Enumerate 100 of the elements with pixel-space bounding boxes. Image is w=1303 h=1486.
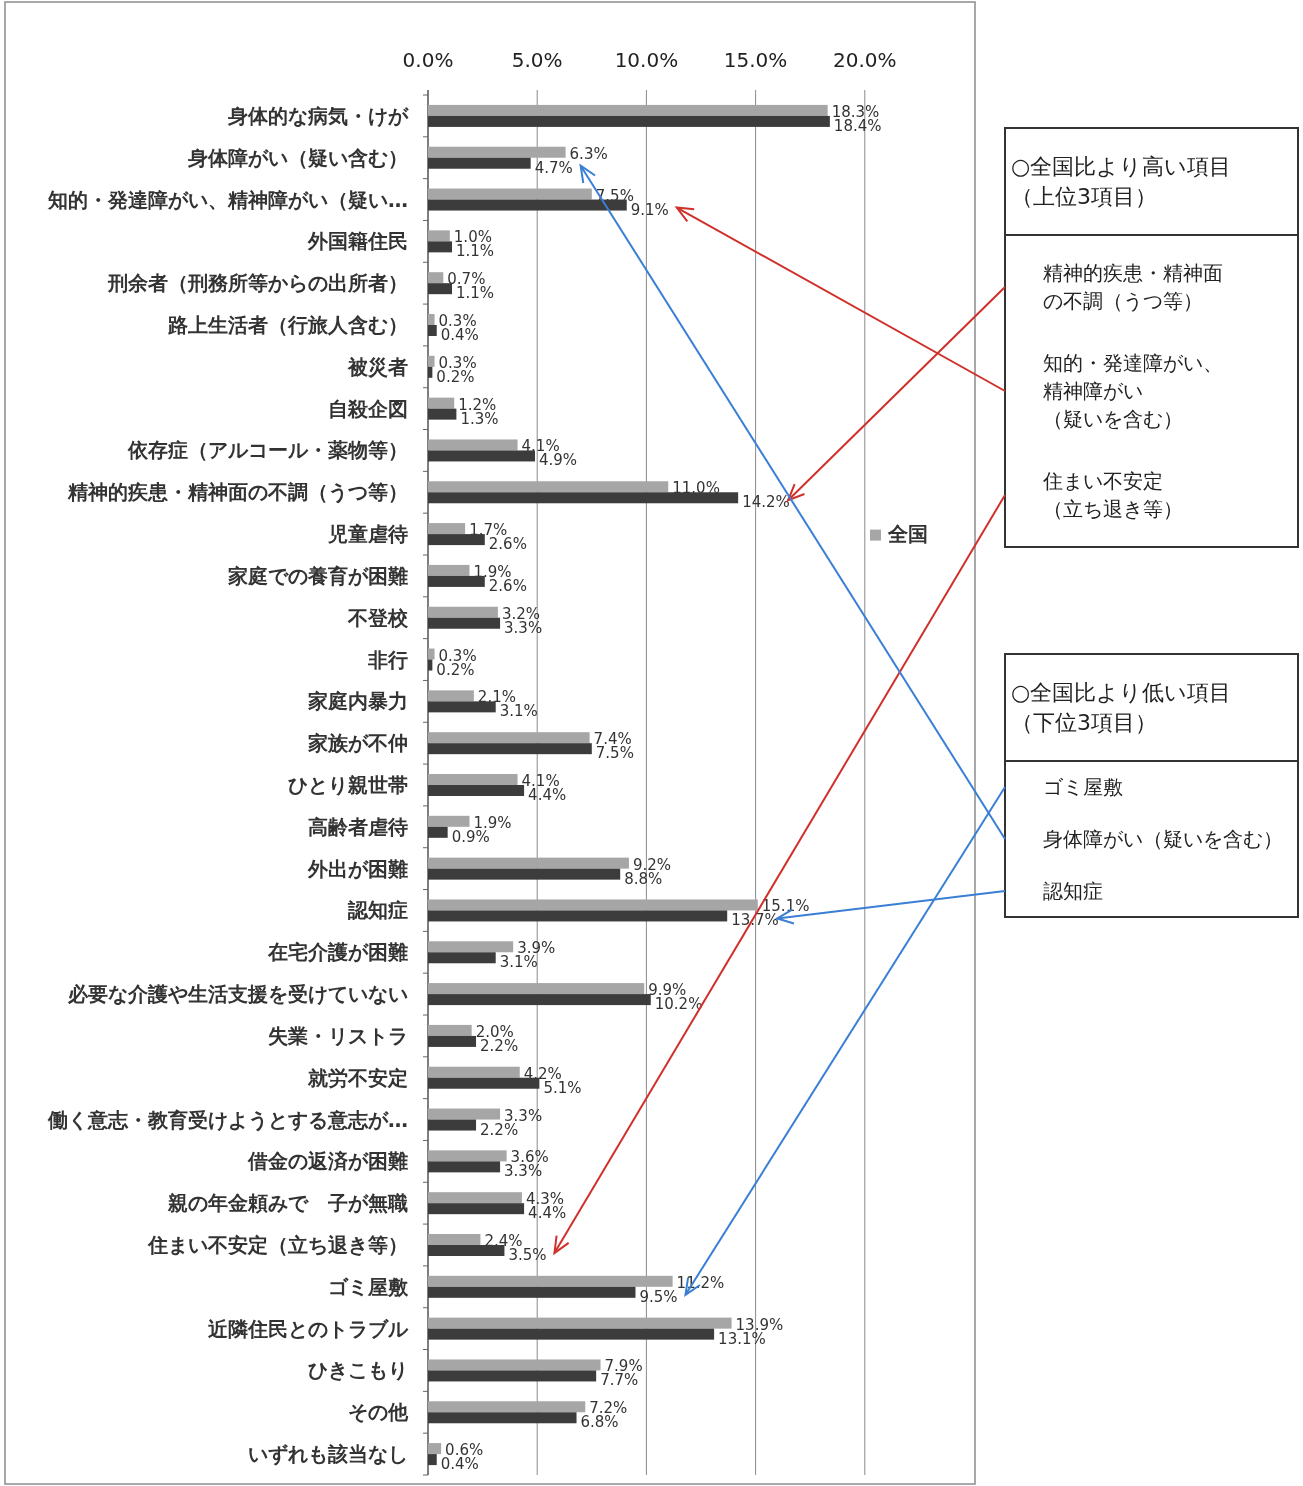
data-label: 0.9% [451,827,490,846]
bar [428,774,518,785]
data-label: 5.1% [543,1078,582,1097]
data-label: 2.2% [480,1120,519,1139]
bar [428,659,433,671]
x-tick-label: 10.0% [614,48,679,72]
data-label: 4.4% [528,786,567,804]
bar [428,1234,481,1245]
bar [428,857,629,869]
data-label: 3.3% [504,618,543,637]
y-tick-label: 在宅介護が困難 [267,940,408,965]
y-tick-label: ゴミ屋敷 [328,1274,409,1299]
bar [428,1317,732,1329]
bar [428,199,627,211]
bar [428,283,453,295]
bar [428,1066,520,1078]
bar [428,743,592,755]
bar [428,1150,507,1162]
bar [428,104,828,116]
x-tick-label: 5.0% [511,48,563,72]
y-tick-label: 働く意志・教育受けようとする意志が… [47,1107,408,1132]
bar [428,575,485,587]
bar [428,868,621,880]
y-tick-label: 近隣住民とのトラブル [207,1316,409,1341]
text: ゴミ屋敷 [1043,775,1123,799]
y-tick-label: 借金の返済が困難 [247,1149,408,1174]
bar [428,1203,525,1215]
data-label: 0.4% [440,326,479,344]
bar [428,910,728,922]
text: 身体障がい（疑いを含む） [1043,827,1283,851]
bar [428,439,518,451]
y-tick-label: 親の年金頼みで 子が無職 [167,1191,408,1216]
y-tick-label: 失業・リストラ [268,1023,408,1048]
bar [428,146,566,158]
text: 認知症 [1043,879,1103,903]
bar [428,983,645,995]
y-tick-label: 精神的疾患・精神面の不調（うつ等） [67,480,408,505]
bar [428,1359,601,1371]
data-label: 9.5% [639,1287,678,1306]
y-tick-label: 自殺企図 [328,396,408,421]
y-tick-label: 外出が困難 [307,856,408,881]
y-tick-label: 認知症 [347,898,408,923]
bar [428,564,470,576]
data-label: 8.8% [624,869,663,888]
bar [428,1192,522,1204]
text: ○全国比より低い項目（下位3項目） [1011,680,1232,735]
y-tick-label: 非行 [367,647,408,672]
y-tick-label: 知的・発達障がい、精神障がい（疑い… [47,187,408,212]
bar [428,1370,597,1382]
y-tick-label: 家庭での養育が困難 [227,563,408,588]
y-tick-label: 刑余者（刑務所等からの出所者） [107,271,408,296]
y-tick-label: ひとり親世帯 [288,773,408,797]
bar [428,690,474,702]
legend-label: 全国 [887,521,928,546]
bar [428,941,514,953]
y-tick-label: 就労不安定 [307,1065,408,1090]
y-tick-label: ひきこもり [308,1358,408,1383]
bar [428,826,448,838]
text: 精神的疾患・精神面の不調（うつ等） [1043,261,1223,313]
bar [428,815,470,827]
y-tick-label: その他 [348,1400,409,1425]
data-label: 2.2% [480,1036,519,1055]
y-tick-label: 家庭内暴力 [307,689,408,714]
data-label: 3.5% [508,1246,547,1264]
data-label: 13.1% [718,1329,766,1348]
bar [428,492,739,504]
bar [428,1245,505,1256]
y-tick-label: 児童虐待 [327,522,408,547]
bar [428,648,435,660]
bar [428,325,437,336]
bar [428,606,498,618]
bar [428,701,496,713]
data-label: 0.2% [436,367,475,386]
bar [428,1275,673,1287]
y-tick-label: 必要な介護や生活支援を受けていない [67,982,408,1007]
y-tick-label: 身体的な病気・けが [227,103,409,128]
bar [428,1119,477,1131]
text: 住まい不安定（立ち退き等） [1042,469,1183,521]
bar [428,1108,501,1120]
y-tick-label: 身体障がい（疑い含む） [187,145,408,170]
bar [428,1401,586,1413]
bar [428,408,457,420]
y-tick-label: 住まい不安定（立ち退き等） [147,1233,408,1257]
y-tick-label: いずれも該当なし [248,1442,408,1467]
bar [428,1454,437,1466]
bar [428,1024,472,1036]
bar [428,1161,501,1173]
bar [428,523,466,535]
bar [428,230,450,242]
bar [428,314,435,325]
data-label: 0.2% [436,660,475,679]
data-label: 1.3% [460,409,499,428]
y-tick-label: 依存症（アルコール・薬物等） [127,438,408,463]
bar [428,785,525,796]
x-tick-label: 20.0% [833,48,897,72]
bar [428,1035,477,1047]
x-tick-label: 0.0% [402,48,454,72]
bar [428,994,651,1006]
bar [428,534,485,546]
bar [428,1286,636,1298]
